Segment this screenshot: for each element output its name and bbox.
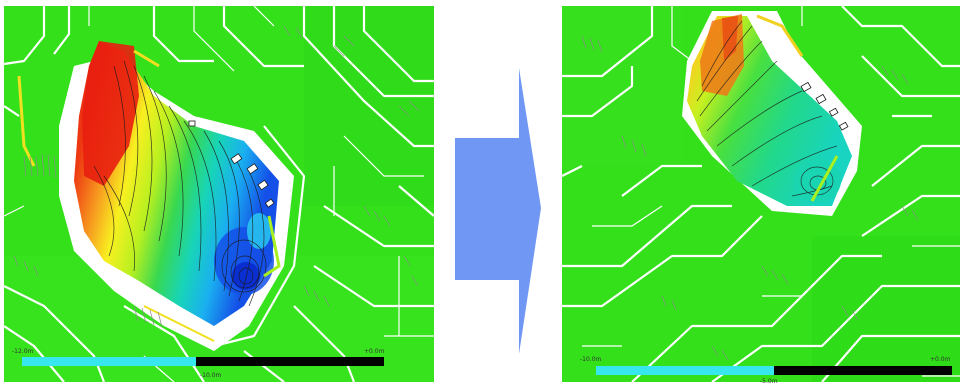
after-scale-left-label: -10.0m <box>580 356 602 363</box>
before-contour-map <box>4 6 434 382</box>
scale-bar-black-segment <box>774 366 952 375</box>
before-scale-bar <box>22 357 384 366</box>
before-scale-left-label: -12.0m <box>12 348 34 355</box>
scale-bar-cyan-segment <box>22 357 196 366</box>
before-scale-mid-label: -10.0m <box>200 372 222 379</box>
after-contour-map <box>562 6 960 382</box>
before-scale-right-label: +0.0m <box>364 348 385 355</box>
after-scale-right-label: +0.0m <box>930 356 951 363</box>
after-scale-mid-label: -5.0m <box>760 378 778 385</box>
right-arrow-icon <box>455 68 541 354</box>
scale-bar-cyan-segment <box>596 366 774 375</box>
transition-arrow <box>455 68 545 358</box>
after-contour-svg <box>562 6 960 382</box>
scale-bar-black-segment <box>195 357 384 366</box>
before-contour-svg <box>4 6 434 382</box>
after-scale-bar <box>596 366 952 375</box>
